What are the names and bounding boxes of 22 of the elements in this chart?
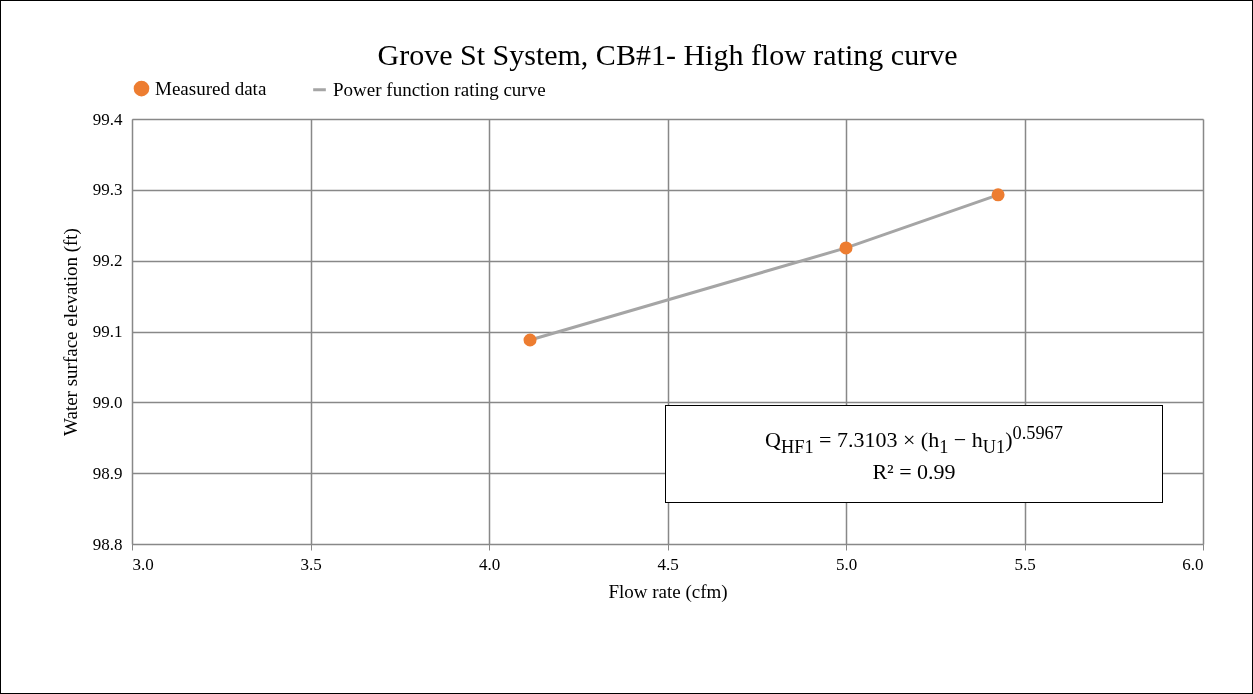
y-tick-label: 99.2 (92, 251, 123, 271)
y-tick-label: 99.3 (92, 180, 123, 200)
x-tick-label: 6.0 (1182, 554, 1204, 574)
y-tick-label: 98.8 (92, 534, 123, 554)
y-tick-label: 98.9 (92, 463, 123, 483)
annotation: R² = 0.99 (871, 458, 957, 486)
y-tick-label: 99.1 (92, 322, 123, 341)
annotation: Q$_{HF1}$ = 7.3103 × (h$_{1}$ − h$_{U1}$)$^{0.5967}$ (764, 422, 1064, 459)
y-tick-label: 99.0 (92, 392, 123, 412)
x-tick-label: 4.0 (478, 554, 501, 574)
x-tick-label: 5.0 (835, 554, 858, 574)
x-tick-label: 5.5 (1014, 554, 1036, 574)
x-tick-label: 3.0 (132, 554, 154, 574)
y-tick-label: 99.4 (92, 109, 123, 129)
chart-title: Grove St System, CB#1- High flow rating curve (377, 38, 958, 71)
legend-label: Power function rating curve (333, 78, 546, 100)
equation-box: Q$_{HF1}$ = 7.3103 × (h$_{1}$ − h$_{U1}$)$^{0.5967}$ R² = 0.99 (665, 405, 1163, 503)
x-axis-title: Flow rate (cfm) (608, 580, 728, 603)
x-tick-label: 3.5 (300, 554, 322, 574)
legend-label: Measured data (155, 77, 267, 99)
y-axis-title: Water surface elevation (ft) (59, 228, 82, 436)
x-tick-label: 4.5 (657, 554, 679, 574)
